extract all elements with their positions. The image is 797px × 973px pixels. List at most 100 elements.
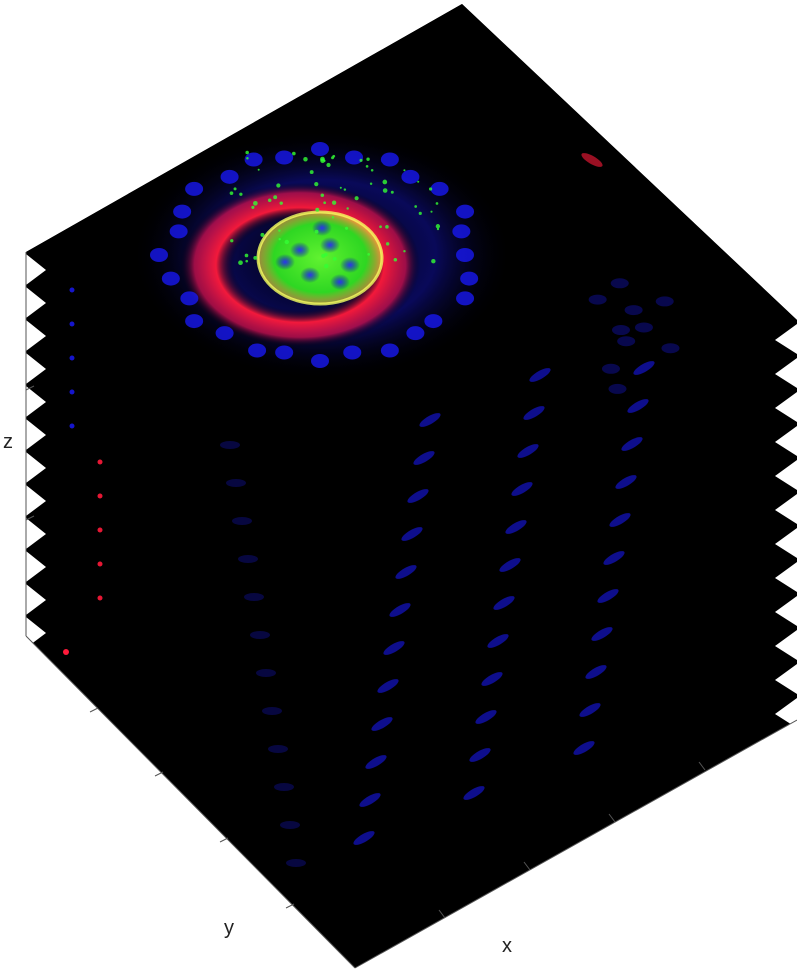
core-nucleus (312, 220, 332, 236)
y-tick (285, 903, 295, 909)
red-dot (63, 649, 69, 655)
green-speck (315, 207, 320, 212)
face-nucleus (511, 482, 533, 496)
edge-nucleus (69, 423, 75, 429)
ring-nucleus (244, 152, 263, 167)
green-speck (245, 150, 249, 155)
left-slice-notch (26, 254, 46, 285)
ring-nucleus (456, 248, 474, 262)
ring-nucleus (456, 204, 475, 219)
right-slice-notch (775, 358, 797, 388)
face-nucleus (419, 413, 441, 427)
green-speck (229, 191, 234, 195)
edge-nucleus (69, 321, 75, 327)
face-nucleus (608, 383, 627, 394)
green-speck (279, 201, 283, 205)
green-speck (359, 158, 363, 162)
green-core-outline (256, 210, 384, 306)
green-speck (390, 190, 394, 194)
green-speck (367, 253, 370, 256)
face-nucleus (529, 368, 551, 382)
green-speck (385, 225, 389, 229)
ring-nucleus (275, 345, 294, 360)
ring-nucleus (406, 326, 425, 341)
face-nucleus (634, 322, 653, 333)
green-speck (431, 259, 436, 264)
green-speck (245, 259, 249, 263)
y-axis-line (25, 635, 356, 969)
face-nucleus (661, 343, 680, 354)
x-tick (608, 813, 616, 823)
left-slice-notch (26, 320, 46, 351)
x-tick (438, 909, 446, 919)
x-axis-line (354, 719, 797, 969)
red-dot (97, 595, 103, 601)
green-speck (314, 182, 319, 187)
green-speck (278, 229, 281, 232)
green-speck (292, 151, 296, 156)
face-nucleus (493, 596, 515, 610)
ring-nucleus (460, 271, 479, 286)
left-slice-notch (26, 617, 46, 648)
face-nucleus (588, 294, 607, 305)
green-speck (273, 195, 278, 200)
red-dots (63, 153, 603, 655)
core-nuclei (275, 220, 360, 290)
right-slice-notch (775, 596, 797, 626)
green-speck (326, 162, 331, 168)
green-speck (428, 187, 433, 191)
green-speck (253, 255, 258, 260)
face-nucleus (268, 745, 288, 753)
face-nucleus (286, 859, 306, 867)
x-tick (523, 861, 531, 871)
green-speck (303, 157, 308, 162)
ring-nucleus (180, 291, 199, 306)
face-nucleus (655, 296, 674, 307)
face-nucleus (365, 755, 387, 769)
ring-nucleus (215, 326, 234, 341)
face-nucleus (597, 589, 619, 603)
green-speck (320, 193, 325, 198)
face-nucleus (579, 703, 601, 717)
face-nucleus (238, 555, 258, 563)
face-nucleus (585, 665, 607, 679)
green-speck (323, 201, 327, 205)
green-speck (276, 183, 281, 188)
green-speck (369, 182, 373, 185)
cell-cluster (132, 130, 512, 380)
face-nucleus (353, 831, 375, 845)
green-speck (331, 200, 337, 205)
ring-nucleus (185, 181, 204, 196)
right-slice-notch (775, 630, 797, 660)
face-nucleus (469, 748, 491, 762)
face-nucleus (517, 444, 539, 458)
green-speck (278, 237, 281, 241)
green-speck (366, 157, 370, 161)
face-nucleus (395, 565, 417, 579)
green-speck (418, 211, 422, 215)
right-slice-notch (775, 664, 797, 694)
face-nucleus (383, 641, 405, 655)
green-speck (370, 168, 374, 172)
face-nuclei (69, 278, 680, 867)
ring-nucleus (161, 271, 180, 286)
ring-nucleus (380, 343, 399, 358)
green-speck (331, 216, 335, 219)
ring-nucleus (220, 169, 239, 184)
left-slice-notch (26, 287, 46, 318)
right-slice-notch (775, 324, 797, 354)
green-speck (321, 253, 326, 258)
face-nucleus (401, 527, 423, 541)
ring-nucleus (150, 248, 168, 262)
face-nucleus (407, 489, 429, 503)
red-dot (97, 459, 103, 465)
green-speck (230, 239, 234, 243)
face-nucleus (256, 669, 276, 677)
y-tick (154, 771, 164, 777)
green-speck (393, 258, 398, 262)
edge-nucleus (69, 355, 75, 361)
core-nucleus (300, 267, 320, 283)
left-slice-notch (26, 551, 46, 582)
green-speck (331, 156, 335, 160)
